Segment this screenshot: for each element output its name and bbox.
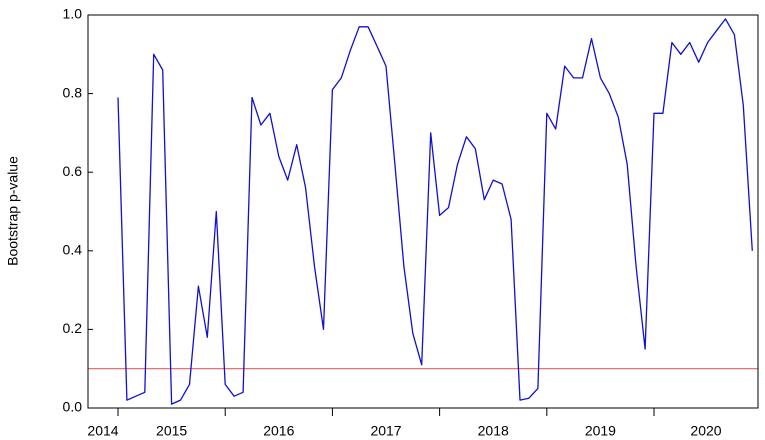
x-tick-label: 2015 [156,423,187,439]
x-tick-label: 2016 [263,423,294,439]
y-tick-label: 0.6 [63,163,83,179]
plot-frame [87,14,759,409]
y-tick-label: 0.0 [63,399,83,415]
y-tick-label: 0.8 [63,84,83,100]
x-tick-label: 2020 [690,423,721,439]
y-axis-label: Bootstrap p-value [5,156,21,266]
x-tick-label: 2018 [478,423,509,439]
x-tick-label: 2019 [585,423,616,439]
data-line [117,18,753,405]
y-tick-label: 1.0 [63,6,83,22]
y-tick-label: 0.4 [63,242,83,258]
x-tick-label: 2017 [370,423,401,439]
x-tick-label: 2014 [87,423,118,439]
y-tick-label: 0.2 [63,320,83,336]
